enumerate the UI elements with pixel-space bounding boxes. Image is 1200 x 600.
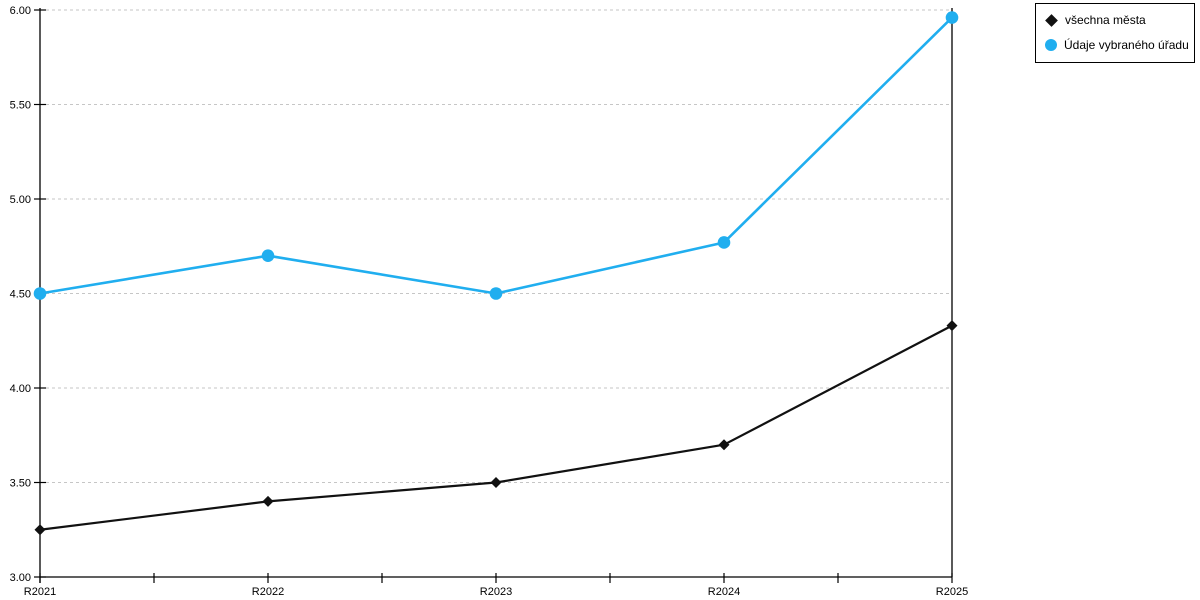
data-point-diamond [946,320,958,332]
series-line-1 [39,16,953,295]
data-point-circle [945,11,959,24]
series-line-0 [39,324,953,531]
y-tick-label: 3.00 [10,572,31,584]
data-point-circle [489,287,503,300]
y-tick-label: 6.00 [10,5,31,17]
data-point-diamond [262,495,274,507]
y-tick-label: 5.50 [10,100,31,112]
data-point-diamond [34,524,46,536]
y-tick-label: 4.50 [10,289,31,301]
diamond-marker-icon [1045,13,1058,27]
y-tick-label: 4.00 [10,383,31,395]
data-point-circle [717,236,731,249]
legend-item-vsechna-mesta: všechna města [1045,13,1186,27]
x-tick-label: R2022 [252,586,284,598]
y-tick-label: 5.00 [10,194,31,206]
data-point-diamond [718,439,730,451]
legend: všechna města Údaje vybraného úřadu [1035,3,1195,63]
legend-label: Údaje vybraného úřadu [1064,38,1189,52]
x-tick-label: R2023 [480,586,512,598]
x-tick-label: R2025 [936,586,968,598]
data-point-circle [261,249,275,262]
x-tick-label: R2021 [24,586,56,598]
legend-item-udaje-vybraneho-uradu: Údaje vybraného úřadu [1045,38,1189,52]
circle-marker-icon [1045,39,1057,51]
legend-label: všechna města [1065,13,1146,27]
data-point-diamond [490,477,502,488]
y-tick-label: 3.50 [10,478,31,490]
x-tick-label: R2024 [708,586,740,598]
data-point-circle [33,287,47,300]
